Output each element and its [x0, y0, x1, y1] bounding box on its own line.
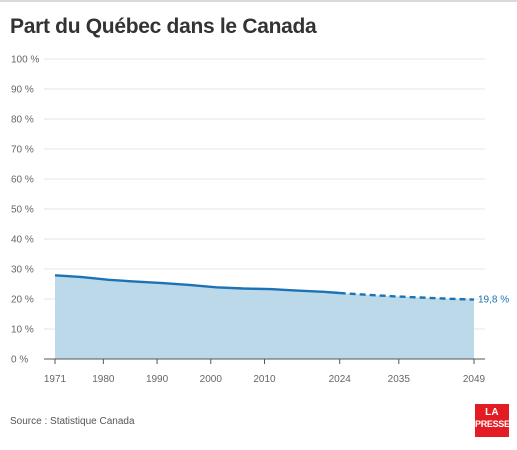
x-tick-label: 1971 — [44, 374, 67, 385]
top-rule — [0, 0, 517, 2]
y-tick-label: 0 % — [11, 355, 28, 366]
y-tick-label: 60 % — [11, 175, 34, 186]
y-tick-label: 90 % — [11, 85, 34, 96]
y-tick-label: 80 % — [11, 115, 34, 126]
la-presse-logo: LA PRESSE — [475, 404, 510, 437]
source-note: Source : Statistique Canada — [10, 416, 135, 427]
x-tick-label: 2049 — [463, 374, 486, 385]
chart-title: Part du Québec dans le Canada — [10, 15, 317, 38]
logo-line-1: LA — [485, 407, 499, 418]
x-tick-label: 2024 — [329, 374, 352, 385]
end-value-label: 19,8 % — [478, 295, 509, 306]
y-tick-label: 50 % — [11, 205, 34, 216]
y-tick-label: 70 % — [11, 145, 34, 156]
y-tick-label: 40 % — [11, 235, 34, 246]
y-tick-label: 20 % — [11, 295, 34, 306]
y-tick-label: 30 % — [11, 265, 34, 276]
historical-line — [54, 274, 340, 295]
x-tick-label: 1990 — [146, 374, 169, 385]
projection-line — [339, 291, 475, 301]
area-fill — [55, 275, 474, 359]
x-tick-label: 1980 — [92, 374, 115, 385]
y-tick-label: 10 % — [11, 325, 34, 336]
x-tick-label: 2010 — [253, 374, 276, 385]
logo-line-2: PRESSE — [475, 419, 510, 429]
x-tick-label: 2035 — [388, 374, 411, 385]
y-tick-label: 100 % — [11, 55, 39, 66]
x-tick-label: 2000 — [200, 374, 223, 385]
